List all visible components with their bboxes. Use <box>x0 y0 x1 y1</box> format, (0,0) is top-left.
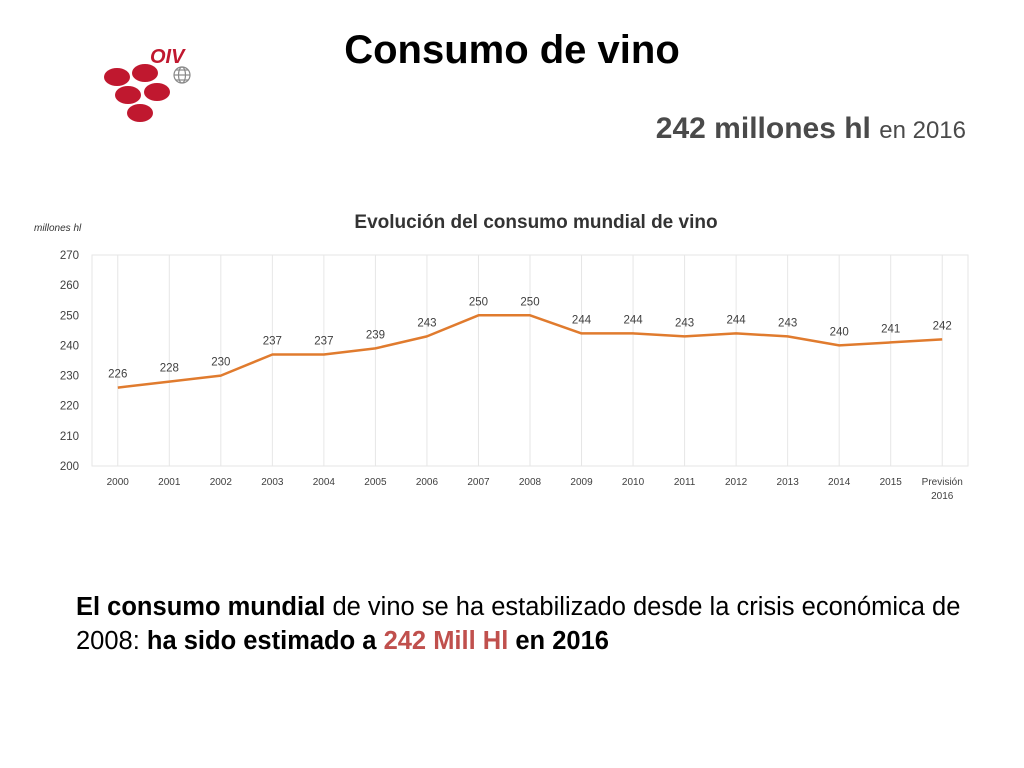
y-tick-label: 250 <box>60 310 79 322</box>
summary-text: El consumo mundial de vino se ha estabil… <box>76 590 976 658</box>
x-tick-label: 2013 <box>777 477 800 488</box>
x-tick-label: 2005 <box>364 477 387 488</box>
summary-part-3: ha sido estimado a <box>146 627 384 655</box>
data-label: 244 <box>727 314 747 326</box>
data-label: 243 <box>417 317 436 329</box>
y-tick-label: 200 <box>60 461 79 473</box>
summary-part-1: El consumo mundial <box>76 593 326 621</box>
x-tick-label: 2015 <box>880 477 903 488</box>
x-tick-label: 2014 <box>828 477 851 488</box>
data-labels: 226 228 230 237 237 239 243 250 250 244 244 243 244 2… <box>108 296 952 380</box>
y-tick-label: 210 <box>60 431 79 443</box>
headline-value: 242 millones hl <box>655 112 871 145</box>
headline: 242 millones hl en 2016 <box>656 112 966 146</box>
data-label: 237 <box>263 335 282 347</box>
chart-title: Evolución del consumo mundial de vino <box>354 212 717 233</box>
data-label: 226 <box>108 369 127 381</box>
chart-gridlines <box>91 254 969 467</box>
data-label: 228 <box>160 363 179 375</box>
x-tick-label: 2009 <box>570 477 593 488</box>
data-label: 242 <box>933 320 952 332</box>
consumption-line-chart: Evolución del consumo mundial de vino mi… <box>34 212 969 502</box>
y-axis-label: millones hl <box>34 223 82 234</box>
data-label: 250 <box>469 296 488 308</box>
x-tick-label: 2002 <box>210 477 233 488</box>
data-label: 243 <box>675 317 694 329</box>
data-label: 237 <box>314 335 333 347</box>
x-tick-label: Previsión 2016 <box>922 477 963 502</box>
summary-highlight: 242 Mill Hl <box>383 627 509 655</box>
x-tick-labels: 2000 2001 2002 2003 2004 2005 2006 2007 2008 2009… <box>107 477 963 502</box>
data-label: 250 <box>520 296 539 308</box>
y-tick-label: 230 <box>60 371 79 383</box>
data-label: 244 <box>623 314 643 326</box>
y-tick-label: 240 <box>60 340 79 352</box>
x-tick-label: 2001 <box>158 477 181 488</box>
x-tick-label: 2003 <box>261 477 284 488</box>
data-label: 240 <box>830 326 849 338</box>
oiv-logo: OIV <box>104 46 191 122</box>
logo-text: OIV <box>150 46 186 68</box>
x-tick-label: 2012 <box>725 477 748 488</box>
y-tick-label: 220 <box>60 401 79 413</box>
x-tick-label: 2008 <box>519 477 542 488</box>
data-label: 230 <box>211 357 230 369</box>
x-tick-label: 2000 <box>107 477 130 488</box>
x-tick-label: 2006 <box>416 477 439 488</box>
data-label: 244 <box>572 314 592 326</box>
x-tick-label: 2011 <box>674 477 696 488</box>
headline-suffix: en 2016 <box>879 117 966 144</box>
x-tick-label: 2010 <box>622 477 645 488</box>
series-line <box>117 314 943 389</box>
x-tick-label: 2007 <box>467 477 490 488</box>
y-tick-labels: 200 210 220 230 240 250 260 270 <box>60 250 79 473</box>
data-label: 243 <box>778 317 797 329</box>
summary-part-2: de vino se ha estabilizado desde la cris… <box>76 593 961 655</box>
data-label: 241 <box>881 323 900 335</box>
y-tick-label: 270 <box>60 250 79 262</box>
plot-area-border <box>91 254 969 467</box>
data-label: 239 <box>366 329 385 341</box>
y-tick-label: 260 <box>60 280 79 292</box>
summary-part-5: en 2016 <box>508 627 609 655</box>
x-tick-label: 2004 <box>313 477 336 488</box>
page-title: Consumo de vino <box>344 28 680 72</box>
